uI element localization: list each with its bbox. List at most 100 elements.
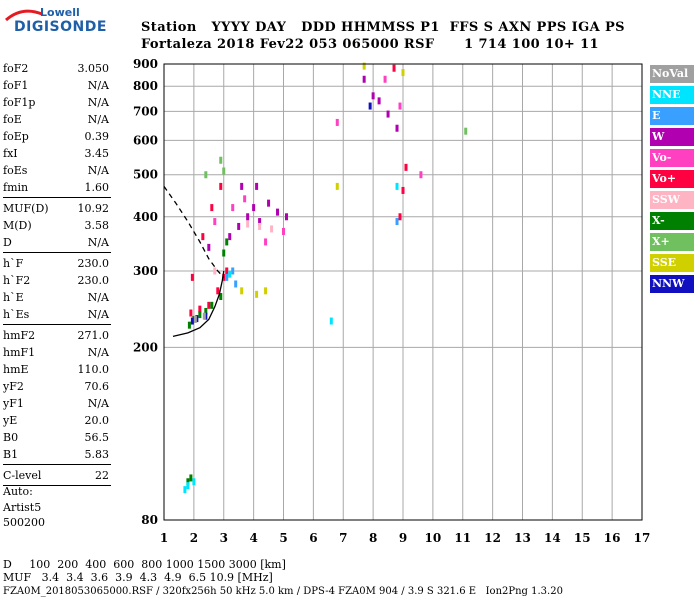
data-point xyxy=(383,75,387,83)
data-point xyxy=(219,156,223,164)
divider xyxy=(3,485,111,486)
param-name: h`F2 xyxy=(3,274,31,287)
data-point xyxy=(207,301,211,309)
data-point xyxy=(246,220,250,228)
logo-text-top: Lowell xyxy=(40,6,80,19)
data-point xyxy=(225,267,229,275)
data-point xyxy=(419,171,423,179)
chart-data-marks xyxy=(183,62,468,494)
data-point xyxy=(401,69,405,77)
chart-profile-curves xyxy=(163,186,225,338)
x-tick-label: 17 xyxy=(634,531,651,545)
data-point xyxy=(240,287,244,295)
data-point xyxy=(219,292,223,300)
data-point xyxy=(401,186,405,194)
data-point xyxy=(213,218,217,226)
param-value: N/A xyxy=(87,308,109,321)
param-row: yF2 70.6 xyxy=(3,378,109,395)
data-point xyxy=(246,213,250,221)
data-point xyxy=(216,287,220,295)
param-row: M(D) 3.58 xyxy=(3,217,109,234)
param-value: N/A xyxy=(87,346,109,359)
y-tick-label: 300 xyxy=(133,264,158,278)
divider xyxy=(3,464,111,465)
param-name: D xyxy=(3,236,12,249)
param-name: foF1p xyxy=(3,96,36,109)
auto-code: 500200 xyxy=(3,516,45,529)
data-point xyxy=(186,478,190,486)
data-point xyxy=(228,233,232,241)
x-tick-label: 7 xyxy=(339,531,347,545)
data-point xyxy=(255,290,259,298)
data-point xyxy=(190,317,194,325)
param-name: yF2 xyxy=(3,380,24,393)
param-value: 271.0 xyxy=(77,329,110,342)
data-point xyxy=(395,218,399,226)
footer-muf-row: MUF 3.4 3.4 3.6 3.9 4.3 4.9 6.5 10.9 [MH… xyxy=(3,571,273,584)
y-tick-label: 500 xyxy=(133,168,158,182)
param-name: MUF(D) xyxy=(3,202,49,215)
data-point xyxy=(237,222,241,230)
legend-item: NNW xyxy=(650,275,694,293)
profile-curve xyxy=(172,270,225,338)
data-point xyxy=(189,474,193,482)
param-row: foF1p N/A xyxy=(3,94,109,111)
param-name: yF1 xyxy=(3,397,24,410)
param-value: N/A xyxy=(87,96,109,109)
data-point xyxy=(192,478,196,486)
param-name: B0 xyxy=(3,431,19,444)
data-point xyxy=(264,238,268,246)
param-name: fmin xyxy=(3,181,29,194)
data-point xyxy=(329,317,333,325)
data-point xyxy=(392,64,396,72)
legend-item: Vo+ xyxy=(650,170,694,188)
param-value: 0.39 xyxy=(84,130,110,143)
param-value: 10.92 xyxy=(77,202,110,215)
data-point xyxy=(368,102,372,110)
plot-frame xyxy=(163,63,643,521)
autoscaling-info: Auto: Artist5 500200 xyxy=(3,484,45,531)
data-point xyxy=(186,482,190,490)
y-tick-label: 900 xyxy=(133,57,158,71)
legend-item: SSW xyxy=(650,191,694,209)
param-value: 22 xyxy=(95,469,109,482)
param-row: hmE 110.0 xyxy=(3,361,109,378)
param-row: fmin 1.60 xyxy=(3,179,109,196)
data-point xyxy=(189,309,193,317)
x-tick-label: 15 xyxy=(574,531,591,545)
param-name: foEs xyxy=(3,164,28,177)
chart-tick-labels: 1 2 3 4 5 6 7 8 9 10 11 12 13 14 15 16 17802003004005006… xyxy=(133,57,650,545)
param-value: 230.0 xyxy=(77,274,110,287)
data-point xyxy=(270,225,274,233)
legend-item: NNE xyxy=(650,86,694,104)
data-point xyxy=(335,118,339,126)
legend-item: E xyxy=(650,107,694,125)
data-point xyxy=(219,182,223,190)
legend-item: NoVal xyxy=(650,65,694,83)
data-point xyxy=(198,311,202,319)
data-point xyxy=(210,301,214,309)
data-point xyxy=(210,204,214,212)
param-name: C-level xyxy=(3,469,42,482)
legend-item: X+ xyxy=(650,233,694,251)
param-value: 110.0 xyxy=(77,363,110,376)
param-value: 1.60 xyxy=(84,181,110,194)
divider xyxy=(3,324,111,325)
data-point xyxy=(258,218,262,226)
data-point xyxy=(282,227,285,235)
param-row: h`E N/A xyxy=(3,289,109,306)
data-point xyxy=(231,267,235,275)
data-point xyxy=(362,75,366,83)
data-point xyxy=(231,204,235,212)
profile-curve xyxy=(163,186,225,278)
lowell-digisonde-logo: Lowell DIGISONDE xyxy=(4,6,106,40)
data-point xyxy=(404,163,408,171)
x-tick-label: 14 xyxy=(544,531,561,545)
data-point xyxy=(201,233,205,241)
params-group-profile: hmF2 271.0 hmF1 N/A hmE 110.0 yF2 70.6 yF1 N/A yE 2… xyxy=(3,327,109,463)
param-name: foEp xyxy=(3,130,29,143)
header-line-2: Fortaleza 2018 Fev22 053 065000 RSF 1 71… xyxy=(141,37,600,52)
logo-text-bottom: DIGISONDE xyxy=(14,19,107,35)
params-group-f-critical: foF2 3.050 foF1 N/A foF1p N/A foE N/A foEp 0.39 fx… xyxy=(3,60,109,196)
